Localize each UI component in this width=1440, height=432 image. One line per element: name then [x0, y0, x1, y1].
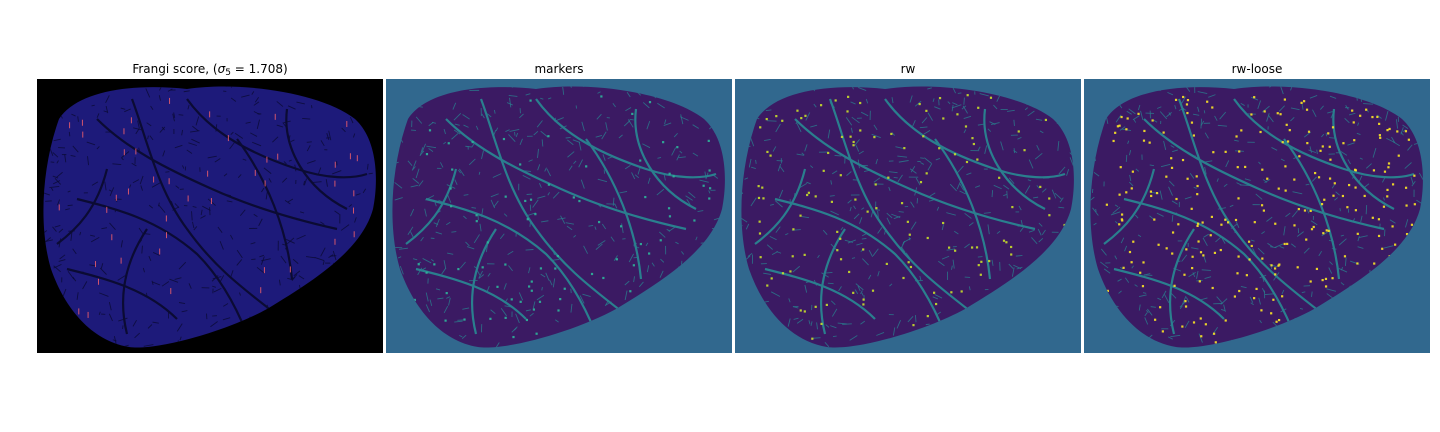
frangi-title-sigma: σ: [217, 62, 226, 76]
vessel: [754, 168, 807, 245]
vessel: [130, 98, 273, 312]
vessel: [56, 168, 109, 245]
vessel: [934, 138, 992, 280]
vessel: [634, 108, 697, 210]
vessel: [794, 118, 1036, 231]
vessel: [66, 267, 178, 320]
vessel: [884, 98, 1066, 179]
frangi-title-rest: = 1.708): [230, 62, 288, 76]
vessel: [585, 138, 643, 280]
vessel: [1123, 197, 1296, 335]
rw-image-canvas: [741, 86, 1074, 348]
vessel: [1103, 168, 1156, 245]
vessel: [1143, 118, 1385, 231]
markers-image: [386, 79, 732, 353]
vessel: [236, 138, 294, 280]
frangi-title-text: Frangi score, (: [132, 62, 218, 76]
rw-image: [735, 79, 1081, 353]
rw-loose-panel-title: rw-loose: [1231, 62, 1283, 76]
vessel: [405, 168, 458, 245]
vessel: [76, 197, 249, 335]
vessel-texture: [1090, 86, 1423, 348]
vessel: [819, 228, 846, 335]
heart-region: [392, 86, 725, 348]
vessel: [425, 197, 598, 335]
vessel: [1113, 267, 1225, 320]
vessel: [479, 98, 622, 312]
markers-panel-title: markers: [534, 62, 584, 76]
vessel: [1332, 108, 1395, 210]
vessel: [96, 118, 338, 231]
markers-image-canvas: [392, 86, 725, 348]
vessel: [445, 118, 687, 231]
frangi-panel-title: Frangi score, (σ5 = 1.708): [37, 61, 383, 78]
vessel: [1168, 228, 1195, 335]
vessel: [1233, 98, 1415, 179]
vessel: [774, 197, 947, 335]
vessel: [186, 98, 368, 179]
frangi-image: [37, 79, 383, 353]
heart-region: [43, 86, 376, 348]
rw-loose-image: [1084, 79, 1430, 353]
heart-region: [741, 86, 1074, 348]
vessel: [1177, 98, 1320, 312]
rw-loose-image-canvas: [1090, 86, 1423, 348]
vessel: [535, 98, 717, 179]
vessel: [764, 267, 876, 320]
frangi-title-subscript: 5: [225, 68, 231, 78]
frangi-image-canvas: [43, 86, 376, 348]
vessel: [285, 108, 348, 210]
vessel: [983, 108, 1046, 210]
rw-panel-title: rw: [900, 62, 916, 76]
vessel: [470, 228, 497, 335]
vessel: [415, 267, 527, 320]
vessel: [121, 228, 148, 335]
vessel: [1283, 138, 1341, 280]
